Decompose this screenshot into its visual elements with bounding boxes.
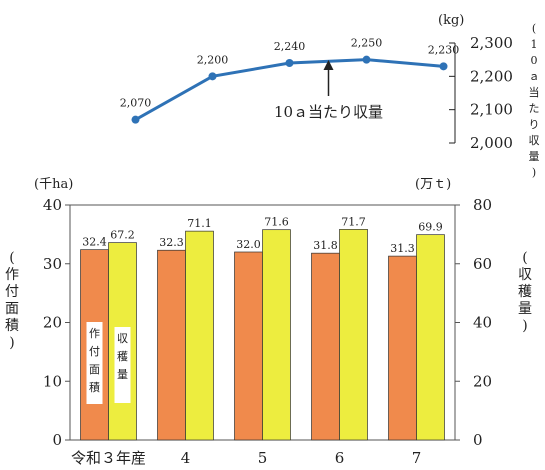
left-axis-label-char: 積 bbox=[5, 318, 19, 334]
bar-harvest-data-label: 71.6 bbox=[264, 216, 289, 229]
yield-point bbox=[208, 72, 217, 81]
right-axis-label-char: 穫 bbox=[518, 284, 532, 300]
left-axis-tick-label: 20 bbox=[43, 314, 62, 332]
line-axis-unit: (kg) bbox=[438, 13, 464, 28]
yield-line-chart: 2,0002,1002,2002,300(kg)(10ａ当たり収量)2,0702… bbox=[120, 13, 540, 179]
yield-point bbox=[362, 55, 371, 64]
legend-area-label-char: 積 bbox=[89, 380, 100, 394]
right-axis-tick-label: 40 bbox=[473, 314, 492, 332]
bar-area bbox=[388, 255, 417, 441]
yield-point bbox=[285, 59, 294, 67]
left-axis-label-char: 面 bbox=[5, 301, 19, 317]
bar-harvest-data-label: 71.7 bbox=[341, 215, 366, 228]
x-axis-category-label: 5 bbox=[258, 449, 268, 467]
bar-area bbox=[234, 251, 263, 441]
line-axis-label-char: 当 bbox=[529, 85, 540, 99]
legend-area-box bbox=[86, 322, 103, 404]
right-axis-label-char: ) bbox=[522, 318, 527, 334]
x-axis-category-label: 6 bbox=[335, 449, 345, 467]
legend-harvest-label-char: 量 bbox=[117, 368, 128, 381]
x-axis-category-label: 令和３年産 bbox=[71, 449, 146, 467]
legend-area-label-char: 作 bbox=[89, 327, 100, 340]
yield-data-label: 2,200 bbox=[197, 53, 229, 66]
annotation-arrow-head bbox=[323, 60, 334, 70]
yield-point bbox=[131, 115, 140, 124]
left-axis-label-char: 付 bbox=[5, 284, 19, 300]
legend-harvest: 収穫量 bbox=[114, 327, 131, 403]
bar-harvest bbox=[185, 230, 214, 441]
bar-area bbox=[311, 252, 340, 441]
left-axis-unit: (千ha) bbox=[34, 177, 73, 192]
line-axis-tick-label: 2,000 bbox=[470, 134, 513, 152]
yield-data-label: 2,070 bbox=[120, 97, 152, 110]
bar-harvest-data-label: 71.1 bbox=[187, 217, 212, 230]
line-axis-tick-label: 2,100 bbox=[470, 101, 513, 119]
yield-data-label: 2,230 bbox=[428, 43, 460, 56]
legend-harvest-label-char: 収 bbox=[117, 332, 128, 345]
left-axis-tick-label: 0 bbox=[52, 431, 62, 449]
bar-harvest bbox=[262, 229, 291, 441]
bar-area-data-label: 31.8 bbox=[313, 239, 338, 252]
right-axis-label-char: ( bbox=[522, 250, 527, 266]
line-axis-tick-label: 2,200 bbox=[470, 67, 513, 85]
right-axis-label-char: 量 bbox=[518, 301, 532, 317]
line-axis-label-char: ) bbox=[532, 166, 536, 179]
bar-area-data-label: 32.4 bbox=[82, 236, 107, 249]
right-axis-label-char: 収 bbox=[518, 267, 532, 283]
bar-harvest-data-label: 67.2 bbox=[110, 229, 135, 242]
right-axis-tick-label: 60 bbox=[473, 255, 492, 273]
left-axis-label-char: 作 bbox=[5, 267, 19, 283]
bar-harvest-data-label: 69.9 bbox=[418, 221, 443, 234]
legend-harvest-label-char: 穫 bbox=[117, 350, 128, 363]
x-axis-category-label: 4 bbox=[181, 449, 191, 467]
line-axis-label-char: た bbox=[529, 102, 540, 115]
bar-area bbox=[157, 249, 186, 441]
line-axis-label-char: り bbox=[529, 118, 540, 131]
yield-point bbox=[439, 62, 448, 71]
yield-data-label: 2,250 bbox=[351, 37, 383, 50]
line-series-label: 10ａ当たり収量 bbox=[274, 103, 383, 121]
line-axis-label-char: 0 bbox=[531, 54, 538, 67]
line-axis-label: (1 0 ａ当たり収量) bbox=[529, 22, 540, 179]
line-axis-label-char: 量 bbox=[529, 150, 540, 163]
bar-area-data-label: 32.0 bbox=[236, 238, 261, 251]
line-axis-label-char: 収 bbox=[529, 134, 540, 147]
right-axis-tick-label: 0 bbox=[473, 431, 483, 449]
left-axis-tick-label: 30 bbox=[43, 255, 62, 273]
left-axis-label-char: ) bbox=[9, 335, 14, 351]
left-axis-tick-label: 40 bbox=[43, 196, 62, 214]
right-axis-unit: (万ｔ) bbox=[415, 177, 451, 192]
line-axis-label-char: ( bbox=[532, 22, 536, 35]
legend-area-label-char: 付 bbox=[89, 345, 100, 358]
line-axis-label-char: 1 bbox=[531, 38, 538, 51]
x-axis-category-label: 7 bbox=[412, 449, 422, 467]
left-axis-label-char: ( bbox=[9, 250, 14, 266]
yield-data-label: 2,240 bbox=[274, 40, 306, 53]
right-axis-tick-label: 80 bbox=[473, 196, 492, 214]
line-axis-label-char: ａ bbox=[529, 70, 540, 83]
bar-harvest bbox=[339, 229, 368, 441]
legend-area-label-char: 面 bbox=[89, 363, 100, 376]
right-axis-tick-label: 20 bbox=[473, 372, 492, 390]
line-axis-tick-label: 2,300 bbox=[470, 34, 513, 52]
left-axis-tick-label: 10 bbox=[43, 372, 62, 390]
bar-area-data-label: 32.3 bbox=[159, 236, 184, 249]
bar-harvest bbox=[416, 234, 445, 441]
right-axis-label: (収穫量) bbox=[518, 250, 532, 334]
bar-area-data-label: 31.3 bbox=[390, 242, 415, 255]
legend-harvest-box bbox=[114, 327, 131, 403]
